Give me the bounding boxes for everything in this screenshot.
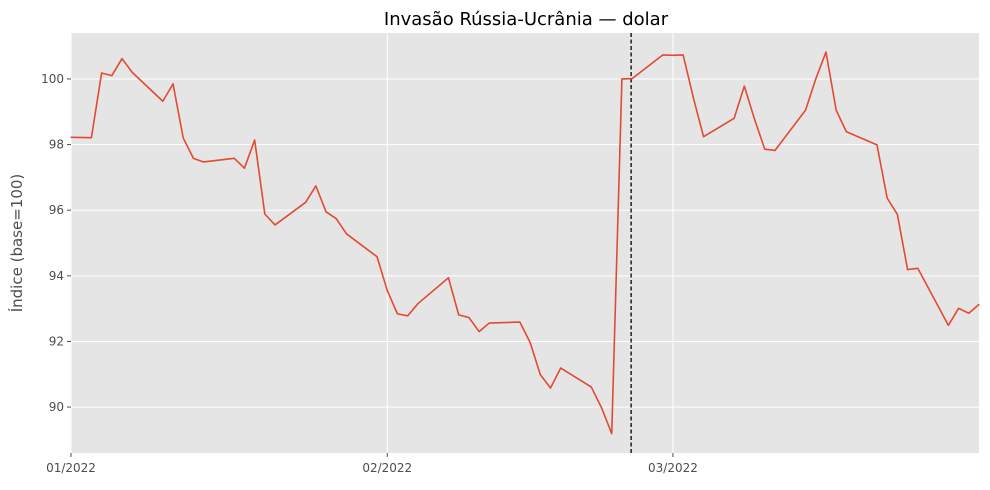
data-point (978, 303, 980, 305)
x-tick-label: 02/2022 (362, 461, 412, 475)
chart-title: Invasão Rússia-Ucrânia — dolar (384, 9, 669, 30)
data-point (192, 157, 195, 159)
data-point (325, 211, 327, 213)
data-point (692, 97, 694, 99)
data-point (702, 136, 705, 138)
data-point (386, 289, 388, 292)
y-tick-label: 100 (41, 72, 64, 86)
data-point (835, 109, 837, 111)
data-point (825, 51, 827, 53)
data-point (896, 213, 898, 216)
data-point (876, 144, 878, 146)
series-layer (70, 51, 980, 435)
data-point (488, 322, 490, 324)
data-point (774, 149, 776, 152)
data-point (611, 433, 613, 435)
data-point (539, 373, 541, 376)
data-point (254, 139, 256, 141)
data-point (682, 54, 684, 56)
y-axis: 90 92 94 96 98 100 (41, 72, 71, 414)
data-point (70, 136, 72, 138)
data-point (447, 277, 450, 279)
data-point (182, 137, 184, 139)
data-point (172, 83, 174, 85)
x-tick-label: 03/2022 (648, 461, 698, 475)
data-point (101, 72, 103, 74)
data-point (233, 157, 235, 159)
data-point (590, 386, 592, 388)
data-point (274, 224, 276, 226)
data-point (315, 185, 317, 187)
data-point (662, 54, 664, 56)
x-tick-label: 01/2022 (46, 461, 96, 475)
data-point (958, 307, 960, 309)
data-point (804, 109, 807, 111)
data-point (672, 54, 674, 56)
data-point (131, 71, 133, 73)
data-point (968, 312, 970, 314)
data-point (631, 78, 633, 80)
data-point (468, 316, 470, 319)
y-axis-label: Índice (base=100) (7, 174, 26, 313)
data-point (305, 201, 307, 203)
data-point (600, 407, 603, 409)
data-point (549, 387, 552, 389)
y-tick-label: 94 (49, 269, 64, 283)
data-point (407, 315, 409, 317)
data-point (743, 85, 745, 87)
y-tick-label: 98 (49, 138, 64, 152)
data-point (764, 148, 766, 150)
data-point (162, 100, 164, 102)
data-point (90, 137, 92, 139)
data-point (886, 197, 888, 199)
data-point (203, 161, 205, 163)
data-point (243, 167, 246, 169)
data-point (560, 367, 562, 369)
data-point (417, 303, 419, 305)
data-point (335, 218, 337, 220)
data-point (845, 131, 847, 133)
data-point (121, 57, 123, 60)
data-point (478, 330, 480, 333)
data-point (111, 75, 113, 77)
data-point (947, 324, 949, 326)
data-point (345, 233, 348, 235)
x-axis: 01/2022 02/2022 03/2022 (46, 453, 698, 475)
data-point (264, 213, 266, 215)
data-point (529, 341, 531, 344)
data-point (458, 314, 460, 316)
grid (70, 33, 979, 453)
data-point (753, 118, 756, 120)
data-point (917, 267, 919, 269)
data-point (621, 78, 623, 80)
plot-area (71, 33, 979, 453)
data-point (519, 321, 521, 323)
data-point (396, 313, 399, 315)
y-tick-label: 96 (49, 203, 64, 217)
data-point (906, 268, 909, 271)
data-point (733, 117, 735, 119)
data-point (376, 256, 378, 258)
data-point (815, 78, 817, 80)
y-tick-label: 90 (49, 400, 64, 414)
y-tick-label: 92 (49, 334, 64, 348)
